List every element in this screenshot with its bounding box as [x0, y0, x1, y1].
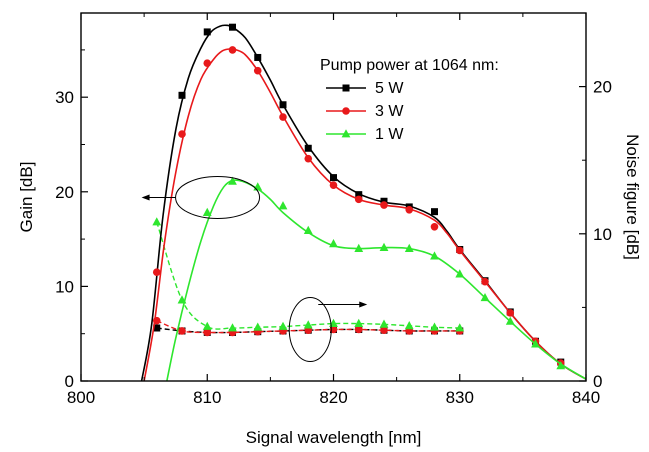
gain-point — [228, 176, 237, 185]
legend: Pump power at 1064 nm: 5 W 3 W 1 W — [320, 57, 499, 143]
gain-point — [178, 130, 186, 138]
noise-figure-point — [228, 323, 237, 332]
gain-point — [430, 222, 439, 231]
x-tick-label: 800 — [67, 388, 95, 407]
y2-tick-label: 0 — [593, 372, 602, 391]
gain-point — [354, 195, 363, 204]
noise-figure-point — [303, 320, 313, 329]
y2-tick-label: 10 — [593, 225, 612, 244]
gain-point — [354, 243, 364, 252]
gain-point — [279, 113, 287, 121]
gain-point — [152, 268, 161, 277]
gain-point — [531, 339, 540, 348]
legend-entry-label: 3 W — [375, 103, 404, 120]
noise-figure-point — [404, 321, 414, 330]
gain-point — [480, 292, 490, 302]
y-tick-label: 30 — [55, 88, 74, 107]
noise-figure-point — [379, 319, 389, 328]
noise-figure-point — [278, 321, 288, 330]
y2-tick-label: 20 — [593, 78, 612, 97]
legend-marker — [342, 107, 350, 115]
gain-point — [329, 239, 338, 248]
noise-figure-point — [455, 323, 465, 332]
gain-point — [278, 201, 288, 210]
gain-point — [455, 246, 464, 255]
gain-point — [228, 46, 237, 54]
gain-point — [202, 207, 212, 217]
noise-figure-point — [253, 322, 263, 331]
gain-point — [505, 316, 515, 325]
y-axis-label: Gain [dB] — [17, 162, 36, 233]
gain-point — [481, 277, 489, 286]
gain-point — [330, 174, 337, 182]
gain-point — [404, 243, 414, 252]
gain-point — [379, 242, 389, 252]
legend-marker — [342, 84, 350, 92]
y2-axis-label: Noise figure [dB] — [623, 134, 642, 260]
noise-figure-point — [152, 217, 162, 226]
x-axis-label: Signal wavelength [nm] — [246, 428, 422, 447]
x-tick-label: 840 — [572, 388, 600, 407]
gain-point — [556, 361, 566, 370]
noise-figure-point — [430, 322, 439, 331]
gain-line-1w — [166, 179, 586, 381]
x-tick-label: 830 — [446, 388, 474, 407]
right-arrow-head — [359, 301, 368, 308]
y-tick-label: 10 — [55, 277, 74, 296]
gain-point — [304, 154, 313, 163]
annotation-layer — [141, 175, 368, 362]
gain-point — [430, 251, 439, 260]
gain-point — [279, 101, 287, 109]
gain-point — [380, 201, 388, 209]
gain-point — [506, 309, 515, 317]
y-tick-label: 20 — [55, 183, 74, 202]
legend-title: Pump power at 1064 nm: — [320, 57, 499, 74]
noise-figure-point — [178, 327, 186, 335]
legend-marker — [341, 129, 351, 138]
gain-point — [455, 269, 465, 278]
noise-figure-point — [354, 325, 363, 334]
noise-figure-point — [202, 321, 212, 330]
x-tick-label: 820 — [319, 388, 347, 407]
gain-point — [203, 28, 211, 36]
legend-entry-label: 5 W — [375, 80, 404, 97]
gain-point — [405, 205, 414, 214]
left-arrow-head — [141, 194, 150, 201]
gain-point — [355, 191, 363, 199]
gain-point — [229, 23, 236, 31]
gain-point — [303, 225, 313, 234]
gain-point — [329, 181, 338, 189]
gain-point — [178, 91, 186, 99]
noise-figure-point — [203, 328, 212, 337]
gain-point — [304, 144, 312, 152]
gain-point — [203, 59, 212, 67]
y-tick-label: 0 — [65, 372, 74, 391]
gain-point — [253, 66, 262, 75]
legend-entry-label: 1 W — [375, 126, 404, 143]
series-layer — [140, 23, 586, 381]
noise-figure-point — [153, 324, 161, 332]
noise-figure-point — [380, 326, 388, 335]
x-tick-label: 810 — [193, 388, 221, 407]
noise-axis-ellipse — [288, 296, 332, 362]
gain-point — [431, 208, 438, 216]
gain-point — [254, 53, 262, 61]
noise-figure-point — [354, 318, 364, 327]
